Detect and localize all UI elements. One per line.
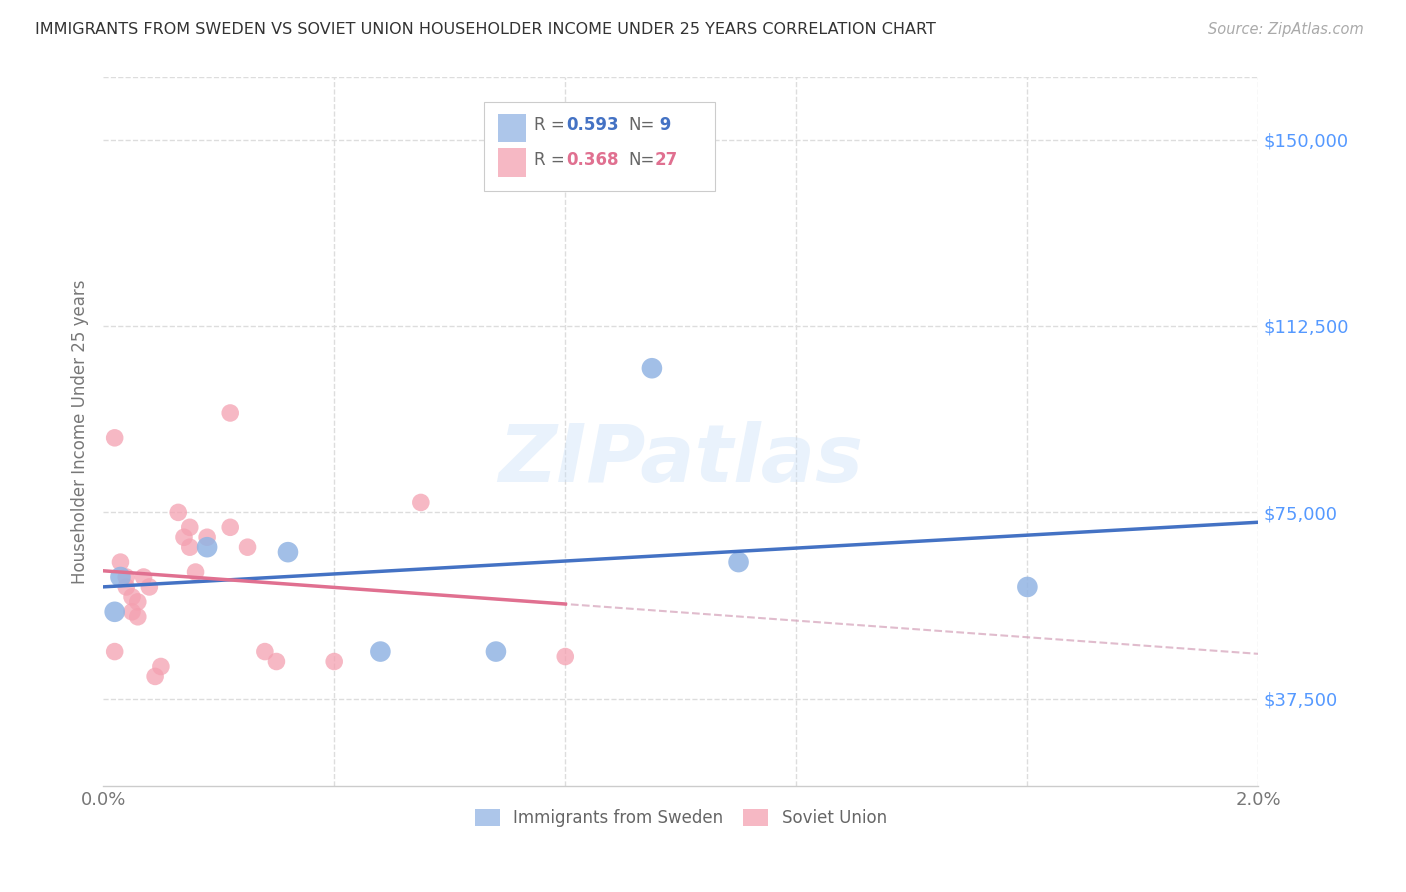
Point [554,649,576,664]
Legend: Immigrants from Sweden, Soviet Union: Immigrants from Sweden, Soviet Union [468,803,893,834]
Text: R =: R = [534,116,569,135]
Point [149,659,172,673]
Text: Source: ZipAtlas.com: Source: ZipAtlas.com [1208,22,1364,37]
Point [173,530,195,544]
Point [104,431,127,445]
Text: 27: 27 [654,151,678,169]
Point [277,545,299,559]
Text: N=: N= [628,116,655,135]
Point [104,605,127,619]
Point [121,590,143,604]
Point [323,655,346,669]
Text: 0.593: 0.593 [567,116,619,135]
Point [266,655,288,669]
Point [219,406,242,420]
Point [409,495,432,509]
Text: ZIPatlas: ZIPatlas [498,421,863,499]
Text: N=: N= [628,151,655,169]
Text: R =: R = [534,151,569,169]
Point [727,555,749,569]
FancyBboxPatch shape [485,103,716,191]
Point [110,570,132,584]
Point [370,644,392,658]
Point [179,520,201,534]
Y-axis label: Householder Income Under 25 years: Householder Income Under 25 years [72,279,89,584]
FancyBboxPatch shape [498,148,526,177]
Point [132,570,155,584]
Point [138,580,160,594]
Point [236,540,259,554]
Point [184,565,207,579]
Text: 0.368: 0.368 [567,151,619,169]
Point [641,361,664,376]
Point [485,644,508,658]
Point [127,609,149,624]
Point [195,540,218,554]
Point [1017,580,1039,594]
Point [121,605,143,619]
Point [179,540,201,554]
Point [115,570,138,584]
Point [115,580,138,594]
Text: 9: 9 [654,116,672,135]
Text: IMMIGRANTS FROM SWEDEN VS SOVIET UNION HOUSEHOLDER INCOME UNDER 25 YEARS CORRELA: IMMIGRANTS FROM SWEDEN VS SOVIET UNION H… [35,22,936,37]
Point [167,505,190,519]
Point [253,644,276,658]
Point [143,669,166,683]
Point [127,595,149,609]
Point [110,555,132,569]
Point [195,530,218,544]
FancyBboxPatch shape [498,113,526,142]
Point [104,644,127,658]
Point [219,520,242,534]
